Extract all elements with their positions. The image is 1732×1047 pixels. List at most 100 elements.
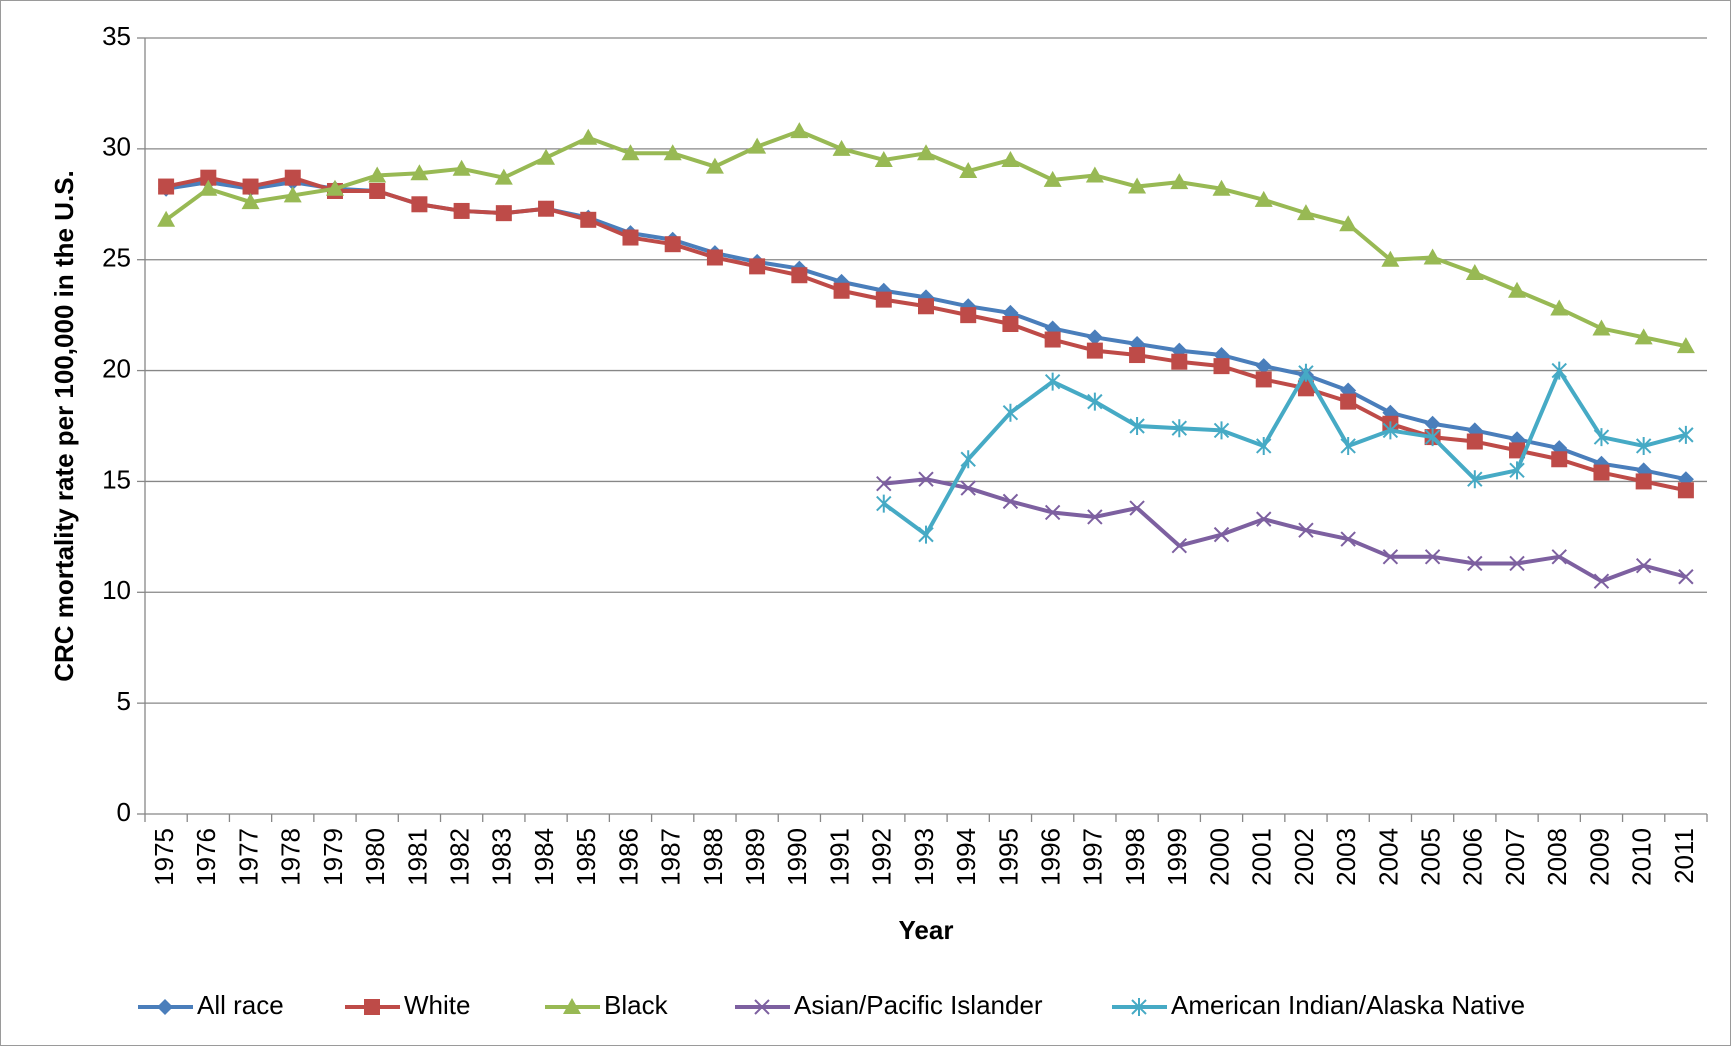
x-tick-label: 1993 [909, 828, 939, 886]
legend-label: Black [604, 990, 669, 1020]
data-point [1339, 215, 1358, 232]
x-tick-label: 1989 [740, 828, 770, 886]
data-point [1001, 150, 1020, 167]
x-tick-label: 1999 [1162, 828, 1192, 886]
data-point [1340, 393, 1357, 410]
data-point [1508, 281, 1527, 298]
data-point [1381, 250, 1400, 267]
x-tick-label: 1984 [529, 828, 559, 886]
x-tick-label: 1990 [782, 828, 812, 886]
data-point [960, 307, 977, 324]
data-point [369, 182, 386, 199]
data-point [1298, 363, 1314, 382]
data-point [1593, 573, 1610, 589]
data-point [874, 150, 893, 167]
data-point [1677, 482, 1694, 499]
x-tick-label: 2006 [1458, 828, 1488, 886]
x-tick-label: 1994 [951, 828, 981, 886]
y-tick-label: 15 [102, 464, 131, 494]
x-tick-label: 2005 [1415, 828, 1445, 886]
data-point [1297, 380, 1314, 397]
data-point [1676, 337, 1695, 354]
data-point [284, 169, 301, 186]
legend-label: Asian/Pacific Islander [794, 990, 1043, 1020]
data-point [1467, 555, 1483, 572]
legend-label: White [404, 990, 470, 1020]
data-point [452, 159, 471, 176]
data-point [1382, 421, 1399, 440]
data-point [1170, 173, 1189, 190]
y-axis-title: CRC mortality rate per 100,000 in the U.… [49, 170, 79, 682]
data-point [1129, 347, 1146, 364]
data-point [283, 186, 302, 203]
y-tick-label: 35 [102, 21, 131, 51]
data-point [1213, 526, 1230, 543]
data-point [538, 200, 555, 217]
x-tick-label: 1988 [698, 828, 728, 886]
data-point [791, 267, 808, 284]
data-point [1635, 436, 1652, 455]
x-tick-label: 1978 [276, 828, 306, 886]
data-point [748, 137, 767, 154]
data-point [1002, 316, 1019, 333]
data-point [959, 162, 978, 179]
data-point [1424, 415, 1441, 432]
data-point [1255, 371, 1272, 388]
data-point [1592, 319, 1611, 336]
data-point [200, 169, 217, 186]
data-point [1296, 204, 1315, 221]
data-point [1043, 170, 1062, 187]
data-point [1509, 555, 1525, 572]
data-point [960, 480, 976, 496]
data-point [368, 166, 387, 183]
x-tick-label: 1992 [867, 828, 897, 886]
x-tick-label: 1977 [233, 828, 263, 886]
data-point [410, 164, 429, 181]
data-point [157, 210, 176, 227]
data-point [1424, 428, 1441, 447]
data-point [1298, 522, 1314, 538]
x-tick-label: 1976 [191, 828, 221, 886]
data-point [1678, 425, 1694, 444]
data-point [495, 205, 512, 222]
data-point [664, 236, 681, 253]
y-tick-label: 30 [102, 132, 131, 162]
data-point [494, 168, 513, 185]
data-point [411, 196, 428, 213]
x-tick-label: 2010 [1627, 828, 1657, 886]
data-point [876, 494, 892, 513]
data-point [1171, 538, 1188, 554]
data-point [621, 144, 640, 161]
y-tick-label: 25 [102, 243, 131, 273]
data-point [1593, 428, 1610, 447]
legend-marker [364, 999, 380, 1015]
data-point [1129, 500, 1145, 516]
x-tick-label: 1991 [824, 828, 854, 886]
legend-marker [157, 999, 173, 1015]
data-point [453, 202, 470, 219]
data-point [325, 179, 344, 196]
data-point [1509, 461, 1525, 480]
data-point [1213, 421, 1230, 440]
data-point [705, 157, 724, 174]
data-point [1086, 342, 1103, 359]
y-tick-label: 20 [102, 353, 131, 383]
data-point [1254, 190, 1273, 207]
data-point [1551, 361, 1567, 380]
data-point [1002, 403, 1019, 422]
data-point [1424, 549, 1441, 565]
data-point [1087, 392, 1103, 411]
data-point [1212, 179, 1231, 196]
x-tick-label: 1995 [993, 828, 1023, 886]
x-tick-label: 2004 [1373, 828, 1403, 886]
data-point [1086, 329, 1103, 346]
data-point [749, 258, 766, 275]
data-point [242, 178, 259, 195]
data-point [1635, 557, 1652, 574]
data-point [241, 193, 260, 210]
data-point [1085, 166, 1104, 183]
x-tick-label: 1979 [318, 828, 348, 886]
data-point [1550, 299, 1569, 316]
data-point [1171, 419, 1188, 438]
data-point [918, 525, 934, 544]
